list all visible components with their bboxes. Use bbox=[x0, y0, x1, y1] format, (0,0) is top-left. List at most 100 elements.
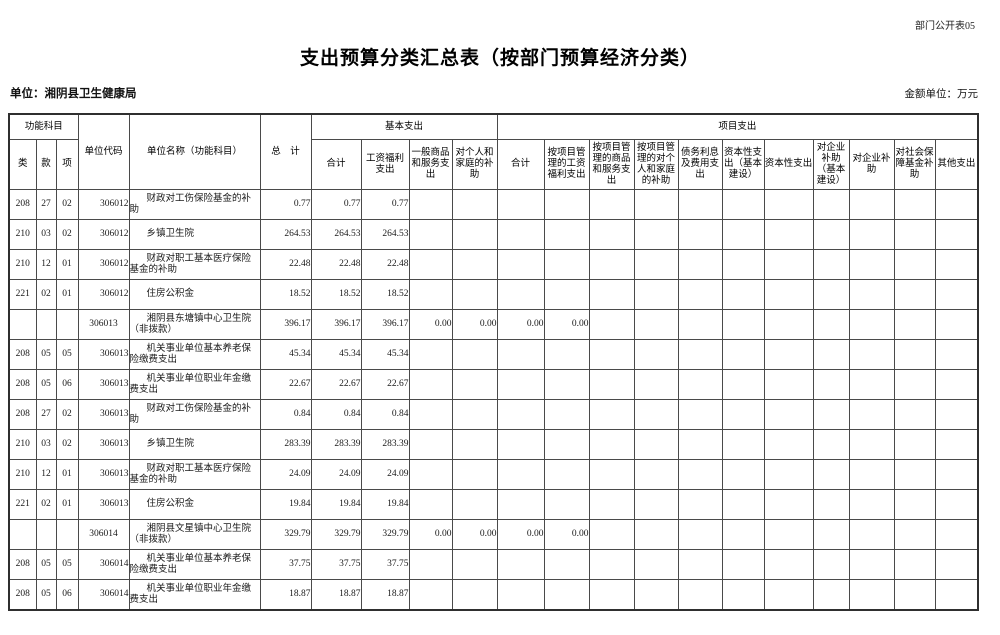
cell bbox=[451, 429, 498, 460]
cell bbox=[588, 369, 635, 400]
cell bbox=[543, 279, 590, 310]
cell bbox=[633, 519, 679, 550]
unit-name-cell: 住房公积金 bbox=[128, 489, 261, 520]
cell bbox=[934, 579, 979, 611]
unit-code-cell: 306013 bbox=[77, 309, 130, 340]
cell bbox=[677, 549, 723, 580]
cell bbox=[55, 519, 79, 550]
cell bbox=[543, 489, 590, 520]
cell bbox=[812, 399, 850, 430]
cell bbox=[848, 519, 895, 550]
cell bbox=[893, 309, 936, 340]
cell bbox=[633, 399, 679, 430]
cell bbox=[763, 399, 814, 430]
cell bbox=[543, 369, 590, 400]
cell: 329.79 bbox=[310, 519, 362, 550]
cell bbox=[408, 369, 453, 400]
cell bbox=[677, 189, 723, 220]
cell bbox=[763, 489, 814, 520]
cell: 210 bbox=[8, 219, 37, 250]
cell bbox=[633, 249, 679, 280]
cell bbox=[763, 249, 814, 280]
header-col-basic-salary: 工资福利支出 bbox=[360, 139, 410, 190]
cell bbox=[893, 369, 936, 400]
cell bbox=[633, 219, 679, 250]
cell: 221 bbox=[8, 279, 37, 310]
cell bbox=[848, 189, 895, 220]
cell bbox=[588, 219, 635, 250]
cell bbox=[55, 309, 79, 340]
cell bbox=[633, 549, 679, 580]
cell: 0.00 bbox=[543, 519, 590, 550]
cell bbox=[633, 429, 679, 460]
unit-code-cell: 306013 bbox=[77, 399, 130, 430]
cell bbox=[677, 279, 723, 310]
cell: 208 bbox=[8, 399, 37, 430]
cell bbox=[588, 279, 635, 310]
cell: 02 bbox=[55, 429, 79, 460]
header-project-group: 项目支出 bbox=[496, 113, 979, 140]
unit-name-cell: 机关事业单位职业年金缴费支出 bbox=[128, 369, 261, 400]
table-row: 306014 湘阴县文星镇中心卫生院（非拨款） 329.79 329.79 329.79… bbox=[8, 519, 979, 550]
cell bbox=[812, 279, 850, 310]
cell bbox=[451, 249, 498, 280]
table-row: 208 05 06 306013 机关事业单位职业年金缴费支出 22.67 22.67 22.… bbox=[8, 369, 979, 400]
cell: 05 bbox=[35, 369, 57, 400]
cell: 396.17 bbox=[259, 309, 312, 340]
cell bbox=[451, 369, 498, 400]
cell bbox=[408, 279, 453, 310]
cell bbox=[934, 429, 979, 460]
cell: 02 bbox=[55, 399, 79, 430]
header-col-proj-total: 合计 bbox=[496, 139, 545, 190]
cell bbox=[721, 519, 765, 550]
cell: 45.34 bbox=[310, 339, 362, 370]
cell bbox=[721, 399, 765, 430]
cell bbox=[451, 459, 498, 490]
unit-name-cell: 机关事业单位职业年金缴费支出 bbox=[128, 579, 261, 611]
table-row: 208 05 06 306014 机关事业单位职业年金缴费支出 18.87 18.87 18.… bbox=[8, 579, 979, 611]
cell bbox=[35, 519, 57, 550]
cell bbox=[408, 249, 453, 280]
cell: 264.53 bbox=[259, 219, 312, 250]
cell bbox=[763, 369, 814, 400]
amount-unit-label: 金额单位：万元 bbox=[904, 89, 979, 100]
header-col-proj-enterprise-construction: 对企业补助（基本建设） bbox=[812, 139, 850, 190]
cell bbox=[893, 489, 936, 520]
cell bbox=[633, 189, 679, 220]
header-col-proj-personal: 按项目管理的对个人和家庭的补助 bbox=[633, 139, 679, 190]
cell bbox=[848, 219, 895, 250]
cell bbox=[451, 279, 498, 310]
cell: 37.75 bbox=[310, 549, 362, 580]
unit-name-cell: 住房公积金 bbox=[128, 279, 261, 310]
cell: 0.00 bbox=[408, 519, 453, 550]
cell bbox=[451, 219, 498, 250]
cell bbox=[543, 339, 590, 370]
cell: 06 bbox=[55, 369, 79, 400]
cell bbox=[677, 519, 723, 550]
cell bbox=[451, 339, 498, 370]
cell: 01 bbox=[55, 489, 79, 520]
cell: 01 bbox=[55, 459, 79, 490]
cell bbox=[543, 549, 590, 580]
header-grand-total: 总 计 bbox=[259, 113, 312, 190]
cell bbox=[677, 459, 723, 490]
unit-name-cell: 乡镇卫生院 bbox=[128, 429, 261, 460]
cell: 0.00 bbox=[451, 519, 498, 550]
cell: 0.84 bbox=[259, 399, 312, 430]
cell bbox=[763, 339, 814, 370]
cell bbox=[763, 279, 814, 310]
cell bbox=[633, 309, 679, 340]
cell bbox=[893, 549, 936, 580]
cell bbox=[496, 249, 545, 280]
cell bbox=[588, 459, 635, 490]
cell bbox=[763, 219, 814, 250]
cell: 02 bbox=[55, 189, 79, 220]
cell bbox=[763, 579, 814, 611]
cell bbox=[763, 189, 814, 220]
cell: 18.52 bbox=[310, 279, 362, 310]
header-col-proj-debt: 债务利息及费用支出 bbox=[677, 139, 723, 190]
header-col-proj-goods: 按项目管理的商品和服务支出 bbox=[588, 139, 635, 190]
cell bbox=[677, 219, 723, 250]
unit-code-cell: 306012 bbox=[77, 279, 130, 310]
cell bbox=[848, 459, 895, 490]
